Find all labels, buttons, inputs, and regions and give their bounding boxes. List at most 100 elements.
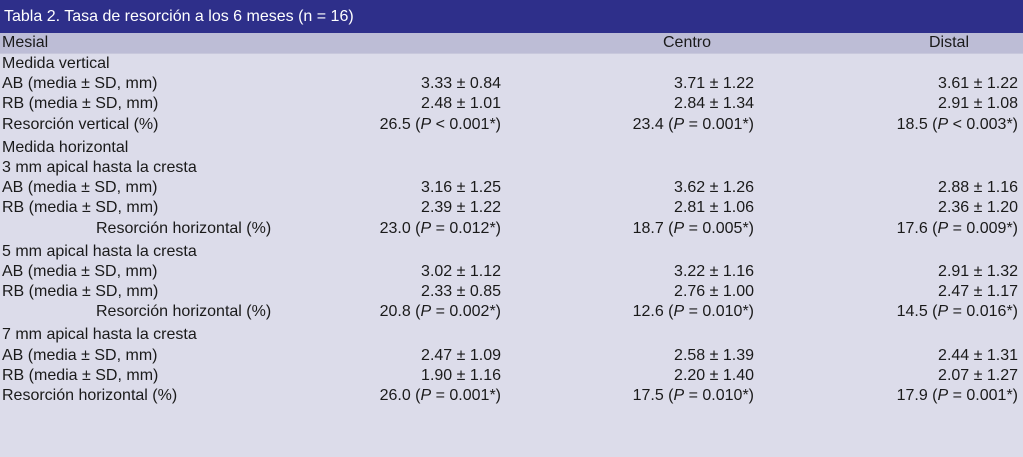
table-body: Medida vertical AB (media ± SD, mm) 3.33 ±… [0,54,1023,406]
table-header: Mesial Centro Distal [0,33,1023,54]
cell-c1: 1.90 ± 1.16 [421,366,501,384]
cell-c1: 3.16 ± 1.25 [421,179,501,197]
cell-c1: 2.47 ± 1.09 [421,346,501,364]
table-row: AB (media ± SD, mm) 2.47 ± 1.09 2.58 ± 1.3… [0,346,1023,366]
cell-c2: 3.71 ± 1.22 [674,75,754,93]
header-mesial: Mesial [2,34,49,51]
row-label: Resorción horizontal (%) [96,303,272,321]
p-symbol: P [937,303,949,321]
cell-c3: 2.91 ± 1.08 [938,95,1018,113]
cell-c2: 2.20 ± 1.40 [674,366,754,384]
cell-c1: 2.39 ± 1.22 [421,199,501,217]
row-label: Medida vertical [2,55,110,72]
p-symbol: P [673,303,685,321]
cell-c1: 23.0 (P = 0.012*) [380,219,501,239]
row-label: RB (media ± SD, mm) [2,199,159,217]
cell-c2: 2.84 ± 1.34 [674,95,754,113]
table-row: AB (media ± SD, mm) 3.16 ± 1.25 3.62 ± 1.2… [0,178,1023,198]
row-label: 5 mm apical hasta la cresta [2,242,197,260]
p-value-text: = 0.002*) [431,303,501,321]
p-value-text: = 0.001*) [431,387,501,404]
p-symbol: P [420,387,432,404]
row-label: AB (media ± SD, mm) [2,262,158,280]
cell-c3: 3.61 ± 1.22 [938,75,1018,93]
value-text: 26.0 ( [379,387,421,404]
row-label: Resorción horizontal (%) [2,387,178,404]
p-symbol: P [420,303,432,321]
p-symbol: P [420,219,432,237]
value-text: 18.5 ( [896,115,938,133]
cell-c1: 3.02 ± 1.12 [421,262,501,280]
p-symbol: P [673,115,685,133]
p-symbol: P [673,219,685,237]
section-row: 3 mm apical hasta la cresta [0,158,1023,178]
value-text: 26.5 ( [379,115,421,133]
cell-c2: 3.62 ± 1.26 [674,179,754,197]
cell-c1: 26.0 (P = 0.001*) [380,386,501,406]
value-text: 17.5 ( [632,387,674,404]
cell-c2: 17.5 (P = 0.010*) [633,386,754,406]
row-label: 3 mm apical hasta la cresta [2,158,197,176]
p-value-text: = 0.005*) [684,219,754,237]
section-row: 5 mm apical hasta la cresta [0,242,1023,262]
p-value-text: = 0.010*) [684,303,754,321]
cell-c2: 18.7 (P = 0.005*) [633,219,754,239]
cell-c1: 20.8 (P = 0.002*) [380,302,501,322]
cell-c3: 14.5 (P = 0.016*) [897,302,1018,322]
p-value-text: < 0.001*) [431,115,501,133]
value-text: 12.6 ( [632,303,674,321]
value-text: 17.6 ( [896,219,938,237]
p-symbol: P [937,219,949,237]
cell-c1: 2.48 ± 1.01 [421,95,501,113]
cell-c1: 2.33 ± 0.85 [421,283,501,301]
value-text: 18.7 ( [632,219,674,237]
table-row: AB (media ± SD, mm) 3.33 ± 0.84 3.71 ± 1.2… [0,74,1023,94]
row-label: Medida horizontal [2,138,129,156]
table-row: RB (media ± SD, mm) 2.48 ± 1.01 2.84 ± 1.3… [0,94,1023,114]
cell-c2: 2.58 ± 1.39 [674,346,754,364]
value-text: 14.5 ( [896,303,938,321]
cell-c2: 3.22 ± 1.16 [674,262,754,280]
table-row: Resorción vertical (%) 26.5 (P < 0.001*) 2… [0,115,1023,135]
row-label: Resorción vertical (%) [2,115,159,133]
row-label: 7 mm apical hasta la cresta [2,326,197,344]
table-row: Resorción horizontal (%) 26.0 (P = 0.001*… [0,386,1023,406]
table-row: RB (media ± SD, mm) 1.90 ± 1.16 2.20 ± 1.4… [0,366,1023,386]
row-label: AB (media ± SD, mm) [2,75,158,93]
section-row: Medida vertical [0,54,1023,74]
p-value-text: = 0.016*) [948,303,1018,321]
header-centro: Centro [663,34,712,51]
cell-c3: 18.5 (P < 0.003*) [897,115,1018,135]
p-value-text: = 0.001*) [948,387,1018,404]
row-label: RB (media ± SD, mm) [2,283,159,301]
table-row: Resorción horizontal (%) 23.0 (P = 0.012*… [0,219,1023,239]
table-row: Resorción horizontal (%) 20.8 (P = 0.002*… [0,302,1023,322]
table-row: AB (media ± SD, mm) 3.02 ± 1.12 3.22 ± 1.1… [0,262,1023,282]
p-value-text: < 0.003*) [948,115,1018,133]
cell-c2: 23.4 (P = 0.001*) [633,115,754,135]
p-symbol: P [937,115,949,133]
row-label: AB (media ± SD, mm) [2,346,158,364]
value-text: 23.4 ( [632,115,674,133]
table-row: RB (media ± SD, mm) 2.39 ± 1.22 2.81 ± 1.0… [0,198,1023,218]
cell-c3: 2.88 ± 1.16 [938,179,1018,197]
p-symbol: P [420,115,432,133]
row-label: AB (media ± SD, mm) [2,179,158,197]
row-label: Resorción horizontal (%) [96,219,272,237]
cell-c3: 2.47 ± 1.17 [938,283,1018,301]
p-symbol: P [673,387,685,404]
p-symbol: P [937,387,949,404]
cell-c3: 17.6 (P = 0.009*) [897,219,1018,239]
p-value-text: = 0.012*) [431,219,501,237]
section-row: Medida horizontal [0,138,1023,158]
cell-c3: 2.91 ± 1.32 [938,262,1018,280]
cell-c1: 3.33 ± 0.84 [421,75,501,93]
cell-c3: 2.44 ± 1.31 [938,346,1018,364]
table-title: Tabla 2. Tasa de resorción a los 6 meses… [0,0,1023,33]
value-text: 17.9 ( [896,387,938,404]
cell-c2: 12.6 (P = 0.010*) [633,302,754,322]
row-label: RB (media ± SD, mm) [2,95,159,113]
cell-c3: 2.07 ± 1.27 [938,366,1018,384]
section-row: 7 mm apical hasta la cresta [0,325,1023,345]
cell-c2: 2.76 ± 1.00 [674,283,754,301]
